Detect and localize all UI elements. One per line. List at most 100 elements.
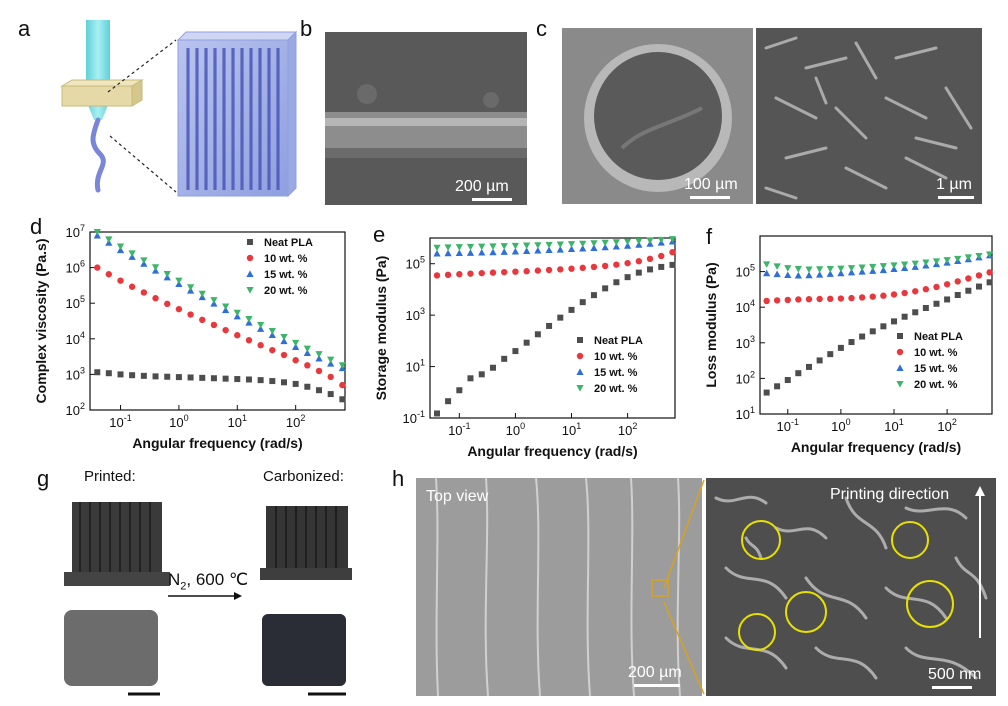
data-point <box>669 261 676 268</box>
data-point <box>784 265 792 272</box>
scalebar-c-right <box>938 196 974 199</box>
scalebar-b <box>472 198 512 201</box>
data-point <box>117 371 124 378</box>
x-tick-label-d: 102 <box>286 413 305 430</box>
data-point <box>922 304 929 311</box>
data-point <box>816 271 824 278</box>
data-point <box>933 283 940 291</box>
data-point <box>837 344 844 351</box>
data-point <box>647 266 654 273</box>
data-point <box>455 249 463 257</box>
data-point <box>327 373 334 381</box>
data-point <box>500 248 508 255</box>
sem-nanotubes-image: 1 µm <box>756 28 982 204</box>
data-point <box>478 269 485 277</box>
data-point <box>954 255 962 263</box>
y-axis-label-f: Loss modulus (Pa) <box>703 262 719 387</box>
legend-label-f: 20 wt. % <box>914 379 958 391</box>
legend-marker-f <box>896 348 904 356</box>
data-point <box>269 378 276 385</box>
data-point <box>879 266 887 274</box>
data-point <box>222 326 229 334</box>
data-point <box>986 269 993 276</box>
panel-letter-b: b <box>300 16 313 41</box>
y-axis-label-e: Storage modulus (Pa) <box>373 256 389 401</box>
data-point <box>635 258 643 265</box>
panel-letter-f: f <box>706 224 713 249</box>
scalebar-h-left <box>634 684 680 687</box>
legend-marker-f <box>896 381 904 388</box>
data-point <box>794 271 802 279</box>
x-tick-label-f: 101 <box>884 417 903 434</box>
data-point <box>105 236 113 243</box>
data-point <box>523 247 531 255</box>
data-point <box>859 333 866 340</box>
legend-marker-f <box>896 364 904 371</box>
data-point <box>467 270 474 277</box>
data-point <box>590 292 597 299</box>
legend-label-e: 20 wt. % <box>594 383 638 395</box>
x-tick-label-e: 100 <box>506 421 525 438</box>
data-point <box>556 241 564 249</box>
data-point <box>805 271 813 279</box>
data-point <box>163 271 171 278</box>
data-point <box>975 252 983 260</box>
data-point <box>579 299 586 306</box>
data-point <box>268 328 276 335</box>
data-point <box>128 283 136 290</box>
data-point <box>175 277 183 285</box>
data-point <box>327 391 334 398</box>
data-point <box>478 248 486 256</box>
sem-cross-section-image: 100 µm <box>562 28 753 204</box>
highlight-circle-5 <box>738 613 776 651</box>
data-point <box>912 288 919 295</box>
data-point <box>880 292 887 299</box>
data-point <box>501 355 508 362</box>
x-tick-label-d: 101 <box>228 413 247 430</box>
data-point <box>774 383 781 390</box>
sem-zoom-image: Printing direction 500 nm <box>706 478 996 696</box>
legend-marker-d <box>246 254 254 262</box>
data-point <box>784 296 791 304</box>
data-point <box>590 263 598 271</box>
data-point <box>478 371 485 378</box>
x-tick-label-e: 10-1 <box>448 421 470 438</box>
data-point <box>511 247 520 255</box>
build-plate-icon <box>60 79 144 107</box>
zoom-region-box <box>651 579 669 597</box>
data-point <box>456 271 463 278</box>
data-point <box>827 351 834 358</box>
data-point <box>646 237 654 245</box>
data-point <box>612 239 620 246</box>
zoom-line-lower <box>109 135 177 193</box>
data-point <box>534 242 542 249</box>
data-point <box>975 283 982 290</box>
data-point <box>534 331 541 338</box>
data-point <box>869 267 877 274</box>
data-point <box>257 342 264 349</box>
data-point <box>901 289 908 297</box>
data-point <box>304 383 311 390</box>
data-point <box>280 379 287 386</box>
data-point <box>257 321 265 329</box>
data-point <box>117 277 124 284</box>
panel-letter-c: c <box>536 16 547 41</box>
data-point <box>879 263 887 270</box>
data-point <box>795 296 802 303</box>
data-point <box>444 271 452 279</box>
data-point <box>635 269 642 276</box>
data-point <box>943 281 951 288</box>
y-tick-label-d: 107 <box>66 223 85 240</box>
panel-letter-e: e <box>373 222 386 247</box>
panel-letter-g: g <box>37 466 50 491</box>
data-point <box>901 261 909 269</box>
data-point <box>858 294 866 301</box>
data-point <box>890 262 898 269</box>
data-point <box>763 297 770 305</box>
legend-label-e: 15 wt. % <box>594 367 638 379</box>
data-point <box>763 261 771 268</box>
data-point <box>523 242 531 250</box>
series-e-1 <box>433 249 676 279</box>
carbonization-condition: N2, 600 ℃ <box>168 570 249 593</box>
data-point <box>269 346 276 354</box>
